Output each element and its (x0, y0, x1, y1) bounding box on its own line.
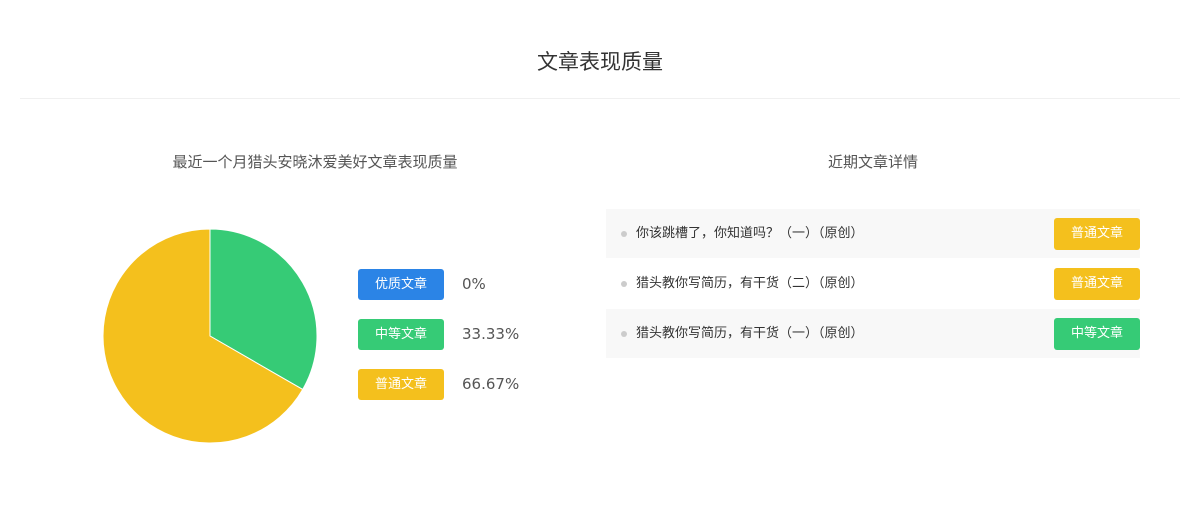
article-tag[interactable]: 普通文章 (1054, 218, 1140, 250)
article-title[interactable]: 你该跳槽了，你知道吗？（一）（原创） (636, 226, 864, 241)
article-title[interactable]: 猎头教你写简历，有干货（二）（原创） (636, 276, 864, 291)
bullet-icon (621, 231, 627, 237)
legend-value-2: 66.67% (462, 375, 520, 393)
legend-item-1[interactable]: 中等文章 (358, 319, 444, 350)
page-title: 文章表现质量 (537, 50, 663, 74)
pie-slice-2[interactable] (102, 228, 304, 444)
legend-value-0: 0% (462, 275, 486, 293)
list-item[interactable]: 你该跳槽了，你知道吗？（一）（原创） 普通文章 (606, 209, 1140, 258)
article-tag[interactable]: 普通文章 (1054, 268, 1140, 300)
chart-title: 最近一个月猎头安晓沐爱美好文章表现质量 (172, 153, 458, 171)
list-item[interactable]: 猎头教你写简历，有干货（一）（原创） 中等文章 (606, 309, 1140, 358)
legend-item-0[interactable]: 优质文章 (358, 269, 444, 300)
details-title: 近期文章详情 (827, 153, 918, 171)
legend-item-2[interactable]: 普通文章 (358, 369, 444, 400)
pie-chart (102, 228, 318, 444)
article-title[interactable]: 猎头教你写简历，有干货（一）（原创） (636, 326, 864, 341)
list-item[interactable]: 猎头教你写简历，有干货（二）（原创） 普通文章 (606, 259, 1140, 308)
article-tag[interactable]: 中等文章 (1054, 318, 1140, 350)
divider (20, 98, 1180, 99)
bullet-icon (621, 281, 627, 287)
legend-value-1: 33.33% (462, 325, 520, 343)
pie-slice-1[interactable] (209, 228, 318, 391)
bullet-icon (621, 331, 627, 337)
